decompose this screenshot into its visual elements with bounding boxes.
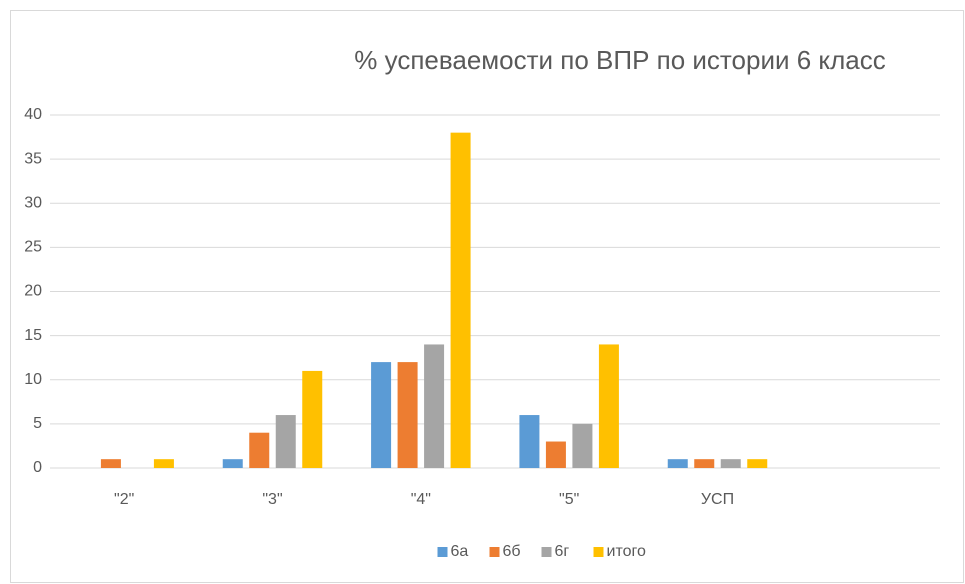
y-tick-label: 0 [33,459,42,476]
legend-label: 6г [555,543,570,560]
x-tick-label: "4" [411,491,431,508]
bar [397,362,418,468]
x-tick-label: УСП [701,491,734,508]
legend-swatch [593,547,604,557]
y-tick-label: 30 [24,194,42,211]
bar [249,432,270,468]
bar [545,441,566,468]
bar [667,459,688,468]
legend-swatch [437,547,448,557]
legend-swatch [541,547,552,557]
y-tick-label: 25 [24,239,42,256]
bar [222,459,243,468]
bar [275,415,296,468]
chart-border [10,10,964,583]
bar [747,459,768,468]
x-tick-label: "2" [114,491,134,508]
chart-title: % успеваемости по ВПР по истории 6 класс [354,45,885,75]
bar [371,362,392,468]
bar [598,344,619,468]
bar [519,415,540,468]
y-tick-label: 10 [24,371,42,388]
y-tick-label: 20 [24,283,42,300]
bar [153,459,174,468]
y-tick-label: 15 [24,327,42,344]
y-tick-label: 40 [24,106,42,123]
bar [100,459,121,468]
legend-swatch [489,547,500,557]
y-tick-label: 35 [24,150,42,167]
bar [572,423,593,468]
x-tick-label: "3" [262,491,282,508]
legend-label: 6б [503,543,521,560]
legend-label: 6а [451,543,469,560]
bar [450,132,471,468]
bar [694,459,715,468]
x-tick-label: "5" [559,491,579,508]
bar [424,344,445,468]
bar [302,370,323,468]
bar [720,459,741,468]
y-tick-label: 5 [33,415,42,432]
legend-label: итого [607,543,646,560]
